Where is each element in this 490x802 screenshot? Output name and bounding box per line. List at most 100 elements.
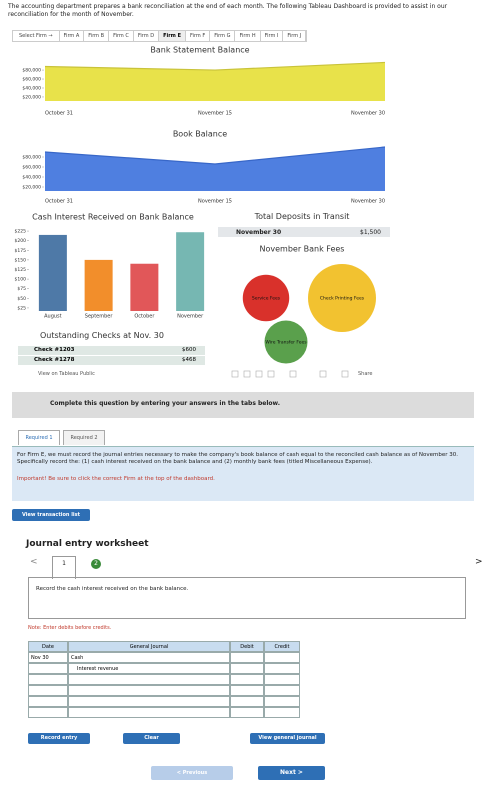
y-tick-label: $150 xyxy=(15,257,27,263)
firm-tab[interactable]: Firm C xyxy=(109,31,134,41)
table-cell xyxy=(28,674,68,685)
chart-title: Cash Interest Received on Bank Balance xyxy=(32,213,194,222)
chart-title: Book Balance xyxy=(173,130,227,139)
required-tab[interactable]: Required 2 xyxy=(63,430,105,445)
toolbar-icon xyxy=(231,370,239,378)
table-cell[interactable] xyxy=(264,685,300,696)
check-amount: $468 xyxy=(182,357,196,363)
table-cell[interactable] xyxy=(68,707,230,718)
table-cell[interactable]: Interest revenue xyxy=(68,663,230,674)
y-tick-label: $80,000 xyxy=(22,68,41,74)
y-tick-label: $80,000 xyxy=(22,155,41,161)
x-tick-label: October xyxy=(134,314,155,320)
firm-tabs: Select Firm → Firm A Firm B Firm C Firm D Fir… xyxy=(12,30,308,42)
y-tick-label: $125 xyxy=(15,267,27,273)
page-1[interactable]: 1 xyxy=(52,556,76,579)
y-tick-label: $100 xyxy=(15,277,27,283)
area xyxy=(45,62,385,101)
intro: The accounting department prepares a ban… xyxy=(8,3,448,18)
table-cell[interactable] xyxy=(264,696,300,707)
check-row xyxy=(18,346,205,355)
check-number: Check #1278 xyxy=(34,357,75,363)
table-cell[interactable] xyxy=(68,674,230,685)
table-cell[interactable] xyxy=(230,707,264,718)
firm-tab[interactable]: Firm I xyxy=(261,31,284,41)
firm-tab[interactable]: Firm E xyxy=(159,31,187,41)
x-tick-label: November xyxy=(177,314,204,320)
view-general-journal[interactable]: View general journal xyxy=(250,733,325,744)
table-header: Credit xyxy=(264,641,300,652)
next[interactable]: Next > xyxy=(258,766,325,780)
deposit-date: November 30 xyxy=(236,229,282,236)
bar xyxy=(38,234,67,311)
table-cell: Nov 30 xyxy=(28,652,68,663)
firm-tab[interactable]: Firm H xyxy=(235,31,261,41)
info-box xyxy=(12,446,474,501)
toolbar-icon xyxy=(243,370,251,378)
x-tick-label: November 30 xyxy=(351,111,385,117)
bar xyxy=(84,259,113,311)
table-cell[interactable] xyxy=(264,652,300,663)
dashboard: Bank Statement Balance $80,000 $60,000 $40,… xyxy=(15,46,386,378)
table-cell[interactable] xyxy=(264,674,300,685)
deposit-amount: $1,500 xyxy=(360,229,381,236)
table-cell[interactable] xyxy=(230,696,264,707)
x-tick-label: November 15 xyxy=(198,111,232,117)
x-tick-label: October 31 xyxy=(45,199,73,205)
toolbar-icon xyxy=(289,370,297,378)
tableau-link[interactable]: View on Tableau Public xyxy=(38,371,95,377)
table-cell[interactable] xyxy=(230,685,264,696)
toolbar-icon xyxy=(319,370,327,378)
table-cell[interactable]: Cash xyxy=(68,652,230,663)
next-page[interactable]: > xyxy=(475,557,483,567)
firm-tab[interactable]: Firm A xyxy=(60,31,85,41)
bubble xyxy=(308,264,376,332)
table-cell xyxy=(28,663,68,674)
check-number: Check #1203 xyxy=(34,347,75,353)
record-entry[interactable]: Record entry xyxy=(28,733,90,744)
y-tick-label: $200 xyxy=(15,238,27,244)
table-cell[interactable] xyxy=(264,663,300,674)
toolbar-icon xyxy=(341,370,349,378)
previous[interactable]: < Previous xyxy=(151,766,233,780)
firm-tab[interactable]: Firm G xyxy=(210,31,236,41)
y-tick-label: $225 xyxy=(15,229,27,235)
note: Note: Enter debits before credits. xyxy=(28,625,112,631)
firm-tab[interactable]: Firm J xyxy=(283,31,307,41)
firm-selector: Select Firm → xyxy=(13,31,60,41)
clear[interactable]: Clear xyxy=(123,733,180,744)
bubble-label: Service Fees xyxy=(252,296,281,302)
y-tick-label: $40,000 xyxy=(22,175,41,181)
table-cell[interactable] xyxy=(230,652,264,663)
line xyxy=(44,61,386,71)
table-cell[interactable] xyxy=(68,685,230,696)
share[interactable]: Share xyxy=(358,371,373,377)
check-row xyxy=(18,356,205,365)
chart-title: Bank Statement Balance xyxy=(150,46,249,55)
important: Important! Be sure to click the correct … xyxy=(17,476,215,482)
y-tick-label: $40,000 xyxy=(22,86,41,92)
check-amount: $600 xyxy=(182,347,196,353)
y-tick-label: $50 xyxy=(17,296,26,302)
x-tick-label: August xyxy=(44,314,62,320)
table-cell[interactable] xyxy=(68,696,230,707)
table-cell[interactable] xyxy=(230,663,264,674)
firm-tab[interactable]: Firm F xyxy=(186,31,211,41)
prev-page[interactable]: < xyxy=(30,557,38,567)
deposit-row xyxy=(218,227,390,237)
table-cell[interactable] xyxy=(264,707,300,718)
toolbar-icon xyxy=(255,370,263,378)
bubble-label: Wire Transfer Fees xyxy=(265,340,307,346)
firm-tab[interactable]: Firm D xyxy=(134,31,160,41)
firm-tab[interactable]: Firm B xyxy=(84,31,110,41)
table-cell[interactable] xyxy=(230,674,264,685)
toolbar-icon xyxy=(267,370,275,378)
page-2[interactable]: 2 xyxy=(91,559,101,569)
view-transactions[interactable]: View transaction list xyxy=(12,509,90,521)
table-header: Date xyxy=(28,641,68,652)
instructions: For Firm E, we must record the journal e… xyxy=(17,452,459,465)
required-tab[interactable]: Required 1 xyxy=(18,430,60,445)
bubble-label: Check Printing Fees xyxy=(320,296,365,302)
x-tick-label: November 30 xyxy=(351,199,385,205)
